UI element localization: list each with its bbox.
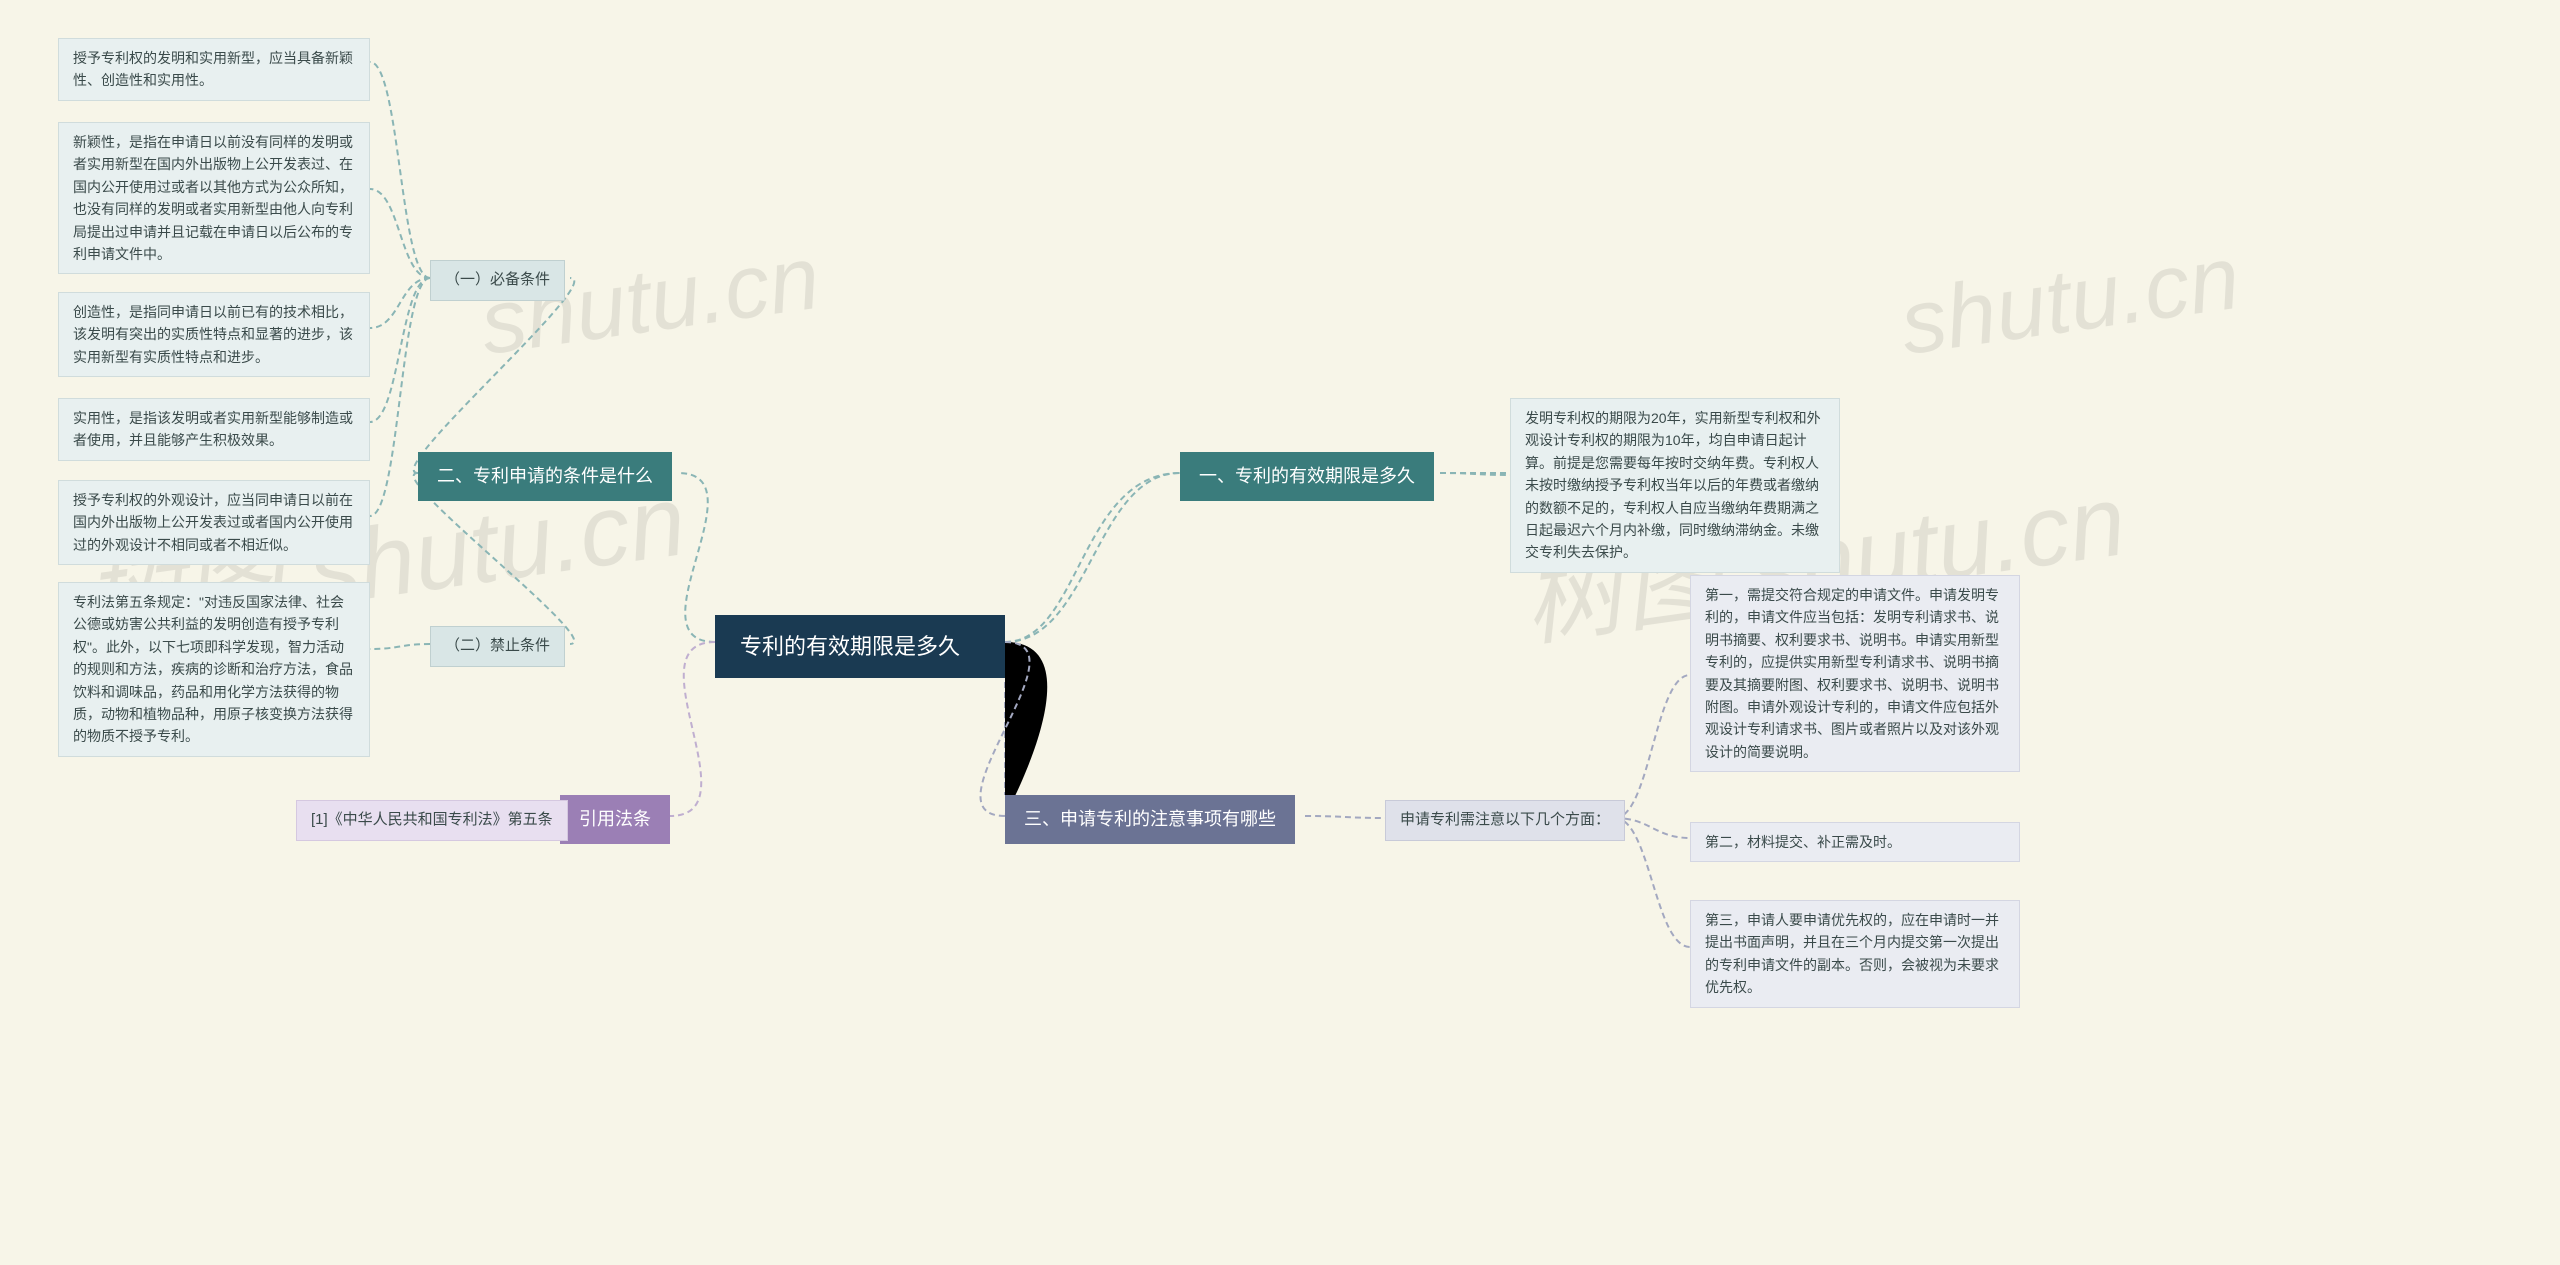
branch-1: 一、专利的有效期限是多久 [1180,452,1434,501]
branch-2-sub-2: （二）禁止条件 [430,626,565,667]
branch-2-sub-1-leaf-1: 新颖性，是指在申请日以前没有同样的发明或者实用新型在国内外出版物上公开发表过、在… [58,122,370,274]
connector-lines [0,0,2560,1265]
branch-1-leaf: 发明专利权的期限为20年，实用新型专利权和外观设计专利权的期限为10年，均自申请… [1510,398,1840,573]
branch-2-sub-1: （一）必备条件 [430,260,565,301]
branch-3-leaf-2: 第三，申请人要申请优先权的，应在申请时一并提出书面声明，并且在三个月内提交第一次… [1690,900,2020,1008]
branch-ref: 引用法条 [560,795,670,844]
branch-3-sub: 申请专利需注意以下几个方面： [1385,800,1625,841]
watermark: shutu.cn [474,227,825,376]
branch-ref-leaf: [1]《中华人民共和国专利法》第五条 [296,800,568,841]
branch-3-leaf-1: 第二，材料提交、补正需及时。 [1690,822,2020,862]
branch-2-sub-2-leaf: 专利法第五条规定："对违反国家法律、社会公德或妨害公共利益的发明创造有授予专利权… [58,582,370,757]
branch-2-sub-1-leaf-4: 授予专利权的外观设计，应当同申请日以前在国内外出版物上公开发表过或者国内公开使用… [58,480,370,565]
branch-2: 二、专利申请的条件是什么 [418,452,672,501]
branch-3: 三、申请专利的注意事项有哪些 [1005,795,1295,844]
branch-2-sub-1-leaf-3: 实用性，是指该发明或者实用新型能够制造或者使用，并且能够产生积极效果。 [58,398,370,461]
watermark: shutu.cn [1894,227,2245,376]
branch-2-sub-1-leaf-0: 授予专利权的发明和实用新型，应当具备新颖性、创造性和实用性。 [58,38,370,101]
connector-lines-main [0,0,2560,1265]
center-node: 专利的有效期限是多久 [715,615,1005,678]
branch-3-leaf-0: 第一，需提交符合规定的申请文件。申请发明专利的，申请文件应当包括：发明专利请求书… [1690,575,2020,772]
branch-2-sub-1-leaf-2: 创造性，是指同申请日以前已有的技术相比，该发明有突出的实质性特点和显著的进步，该… [58,292,370,377]
